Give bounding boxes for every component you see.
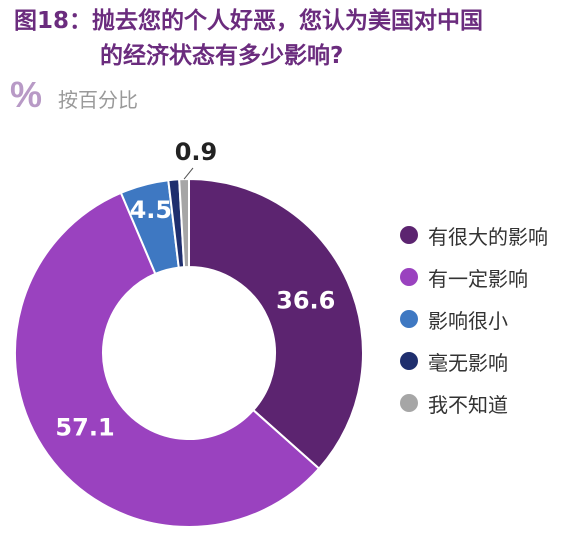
slice-2 (14, 191, 321, 528)
chart-title-line-2: 的经济状态有多少影响? (100, 43, 344, 69)
legend-swatch (400, 394, 418, 412)
legend-item-2: 有一定影响 (400, 256, 548, 298)
legend-label: 有一定影响 (428, 266, 528, 291)
legend-item-3: 影响很小 (400, 298, 548, 340)
legend-label: 我不知道 (428, 392, 508, 417)
data-label-1: 36.6 (276, 287, 335, 315)
legend-label: 有很大的影响 (428, 224, 548, 249)
leader-line (183, 167, 194, 180)
data-label-5: 0.9 (175, 138, 218, 166)
legend-item-5: 我不知道 (400, 382, 548, 424)
data-label-2: 57.1 (55, 414, 114, 442)
slice-1 (188, 177, 364, 471)
chart-title: 图18：抛去您的个人好恶，您认为美国对中国 的经济状态有多少影响? (14, 4, 579, 74)
legend-label: 毫无影响 (428, 350, 508, 375)
legend-item-1: 有很大的影响 (400, 214, 548, 256)
chart-legend: 有很大的影响 有一定影响影响很小毫无影响我不知道 (400, 214, 548, 424)
unit-label: 按百分比 (58, 88, 138, 112)
legend-swatch (400, 268, 418, 286)
legend-swatch (400, 226, 418, 244)
legend-label: 影响很小 (428, 308, 508, 333)
legend-item-4: 毫无影响 (400, 340, 548, 382)
percent-icon: % (10, 74, 43, 115)
slice-5 (178, 177, 190, 269)
legend-swatch (400, 352, 418, 370)
legend-swatch (400, 310, 418, 328)
data-label-3: 4.5 (130, 196, 173, 224)
chart-title-line-1: 图18：抛去您的个人好恶，您认为美国对中国 (14, 8, 484, 34)
